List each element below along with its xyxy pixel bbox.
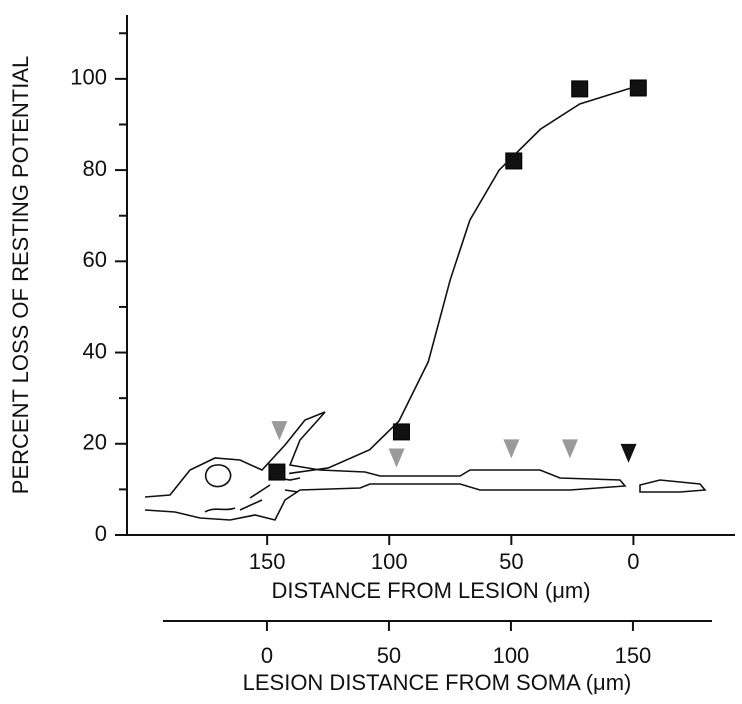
x2-tick-label: 0 — [261, 643, 273, 668]
square-marker — [505, 152, 523, 170]
triangle-marker — [561, 439, 578, 459]
y-tick-label: 100 — [70, 65, 107, 90]
fit-curve — [289, 87, 632, 475]
triangle-marker — [503, 439, 520, 459]
x-tick-label: 100 — [371, 549, 408, 574]
x-tick-label: 150 — [249, 549, 286, 574]
x2-tick-label: 50 — [377, 643, 401, 668]
square-marker — [268, 463, 286, 481]
y-tick-label: 80 — [83, 156, 107, 181]
triangle-marker — [620, 443, 637, 463]
triangle-marker — [388, 448, 405, 468]
x2-axis-label: LESION DISTANCE FROM SOMA (μm) — [243, 670, 632, 695]
x2-tick-label: 150 — [615, 643, 652, 668]
x2-tick-label: 100 — [493, 643, 530, 668]
y-tick-label: 20 — [83, 430, 107, 455]
x-tick-label: 0 — [627, 549, 639, 574]
triangle-marker — [271, 421, 288, 441]
square-marker — [571, 80, 589, 98]
y-tick-label: 0 — [95, 521, 107, 546]
square-marker — [392, 423, 410, 441]
square-marker — [629, 79, 647, 97]
x-tick-label: 50 — [499, 549, 523, 574]
x-axis-label: DISTANCE FROM LESION (μm) — [271, 578, 590, 603]
y-tick-label: 60 — [83, 247, 107, 272]
y-tick-label: 40 — [83, 338, 107, 363]
y-axis-label: PERCENT LOSS OF RESTING POTENTIAL — [8, 56, 33, 494]
neuron-drawing — [144, 411, 707, 521]
